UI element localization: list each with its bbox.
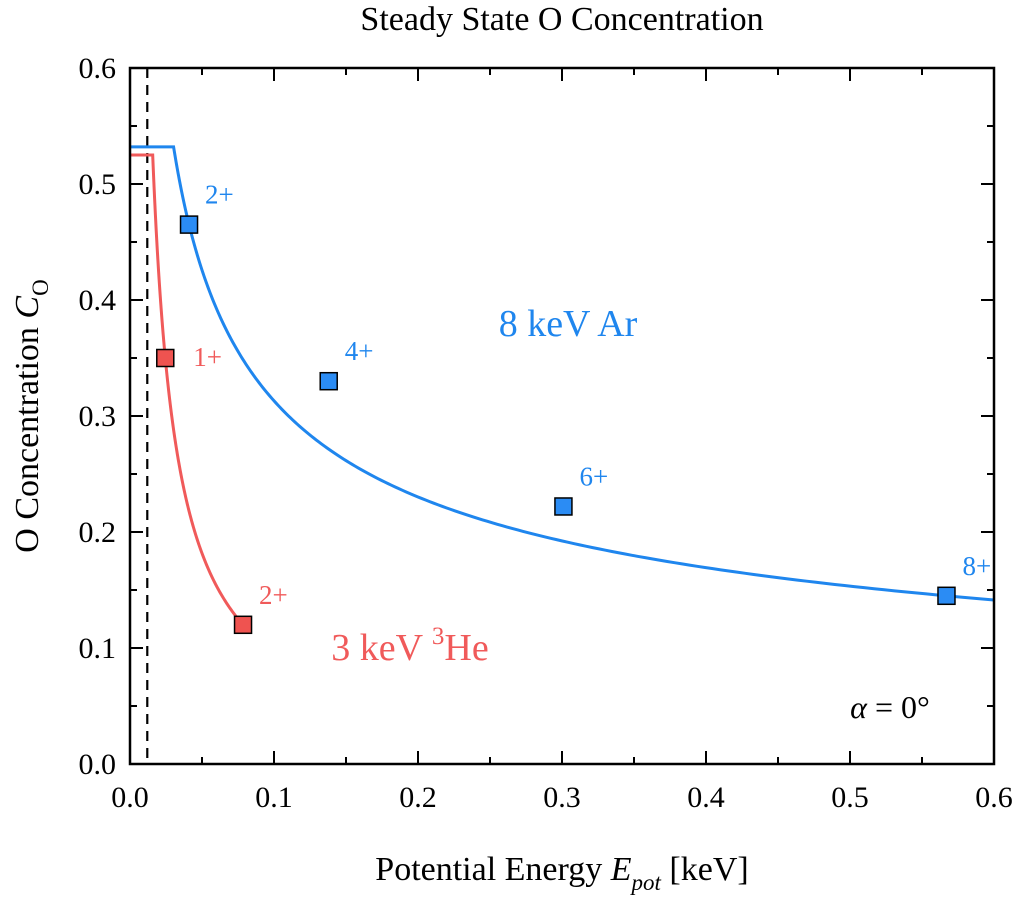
y-axis-label: O Concentration CO	[9, 279, 53, 552]
angle-value: = 0°	[867, 689, 930, 725]
series-line-ar	[130, 145, 995, 602]
x-tick-label-0: 0.0	[111, 781, 149, 814]
angle-symbol: α	[850, 689, 868, 725]
data-point-ar-2	[554, 497, 573, 516]
chart-title: Steady State O Concentration	[360, 1, 763, 38]
data-label-ar-2: 6+	[579, 461, 608, 491]
x-axis-label: Potential Energy Epot [keV]	[375, 851, 748, 895]
data-point-ar-1	[319, 371, 338, 391]
series-label-ar-text: 8 keV Ar	[499, 303, 638, 345]
y-tick-label-0: 0.0	[79, 748, 117, 781]
data-label-he-0: 1+	[193, 342, 222, 372]
y-tick-label-4: 0.4	[79, 284, 117, 317]
series-line-he	[130, 153, 245, 626]
series-label-he: 3 keV 3He	[331, 623, 488, 669]
data-point-he-1	[233, 615, 253, 635]
x-tick-label-5: 0.5	[831, 781, 869, 814]
series-label-ar: 8 keV Ar	[499, 303, 638, 345]
data-point-ar-3	[937, 586, 956, 606]
x-tick-label-4: 0.4	[687, 781, 725, 814]
y-tick-label-2: 0.2	[79, 516, 117, 549]
data-label-ar-3: 8+	[962, 551, 991, 581]
y-axis-label-subscript: O	[28, 279, 53, 296]
y-tick-label-3: 0.3	[79, 400, 117, 433]
x-tick-label-3: 0.3	[543, 781, 581, 814]
data-point-ar-0	[179, 215, 199, 234]
x-axis-label-main: Potential Energy	[375, 851, 610, 888]
x-tick-label-1: 0.1	[255, 781, 293, 814]
y-tick-label-1: 0.1	[79, 632, 117, 665]
y-tick-label-6: 0.6	[79, 52, 117, 85]
data-label-he-1: 2+	[259, 580, 288, 610]
data-label-ar-0: 2+	[205, 180, 234, 210]
x-axis-label-unit: [keV]	[661, 851, 749, 888]
data-label-ar-1: 4+	[345, 336, 374, 366]
plot-area: 2+ 4+ 6+ 8+ 1+ 2+	[128, 66, 996, 766]
x-axis-label-symbol: E	[610, 851, 632, 888]
x-tick-label-6: 0.6	[975, 781, 1013, 814]
y-axis-label-main: O Concentration	[9, 319, 46, 553]
y-tick-label-5: 0.5	[79, 168, 117, 201]
series-label-he-main: 3 keV	[331, 627, 432, 669]
series-label-he-suffix: He	[444, 627, 488, 669]
x-tick-label-2: 0.2	[399, 781, 437, 814]
y-axis-label-symbol: C	[9, 296, 46, 319]
plot-frame	[128, 66, 996, 766]
series-label-he-superscript: 3	[432, 623, 445, 650]
x-axis-label-subscript: pot	[630, 870, 662, 895]
angle-annotation: α = 0°	[850, 689, 930, 725]
data-point-he-0	[156, 348, 175, 368]
